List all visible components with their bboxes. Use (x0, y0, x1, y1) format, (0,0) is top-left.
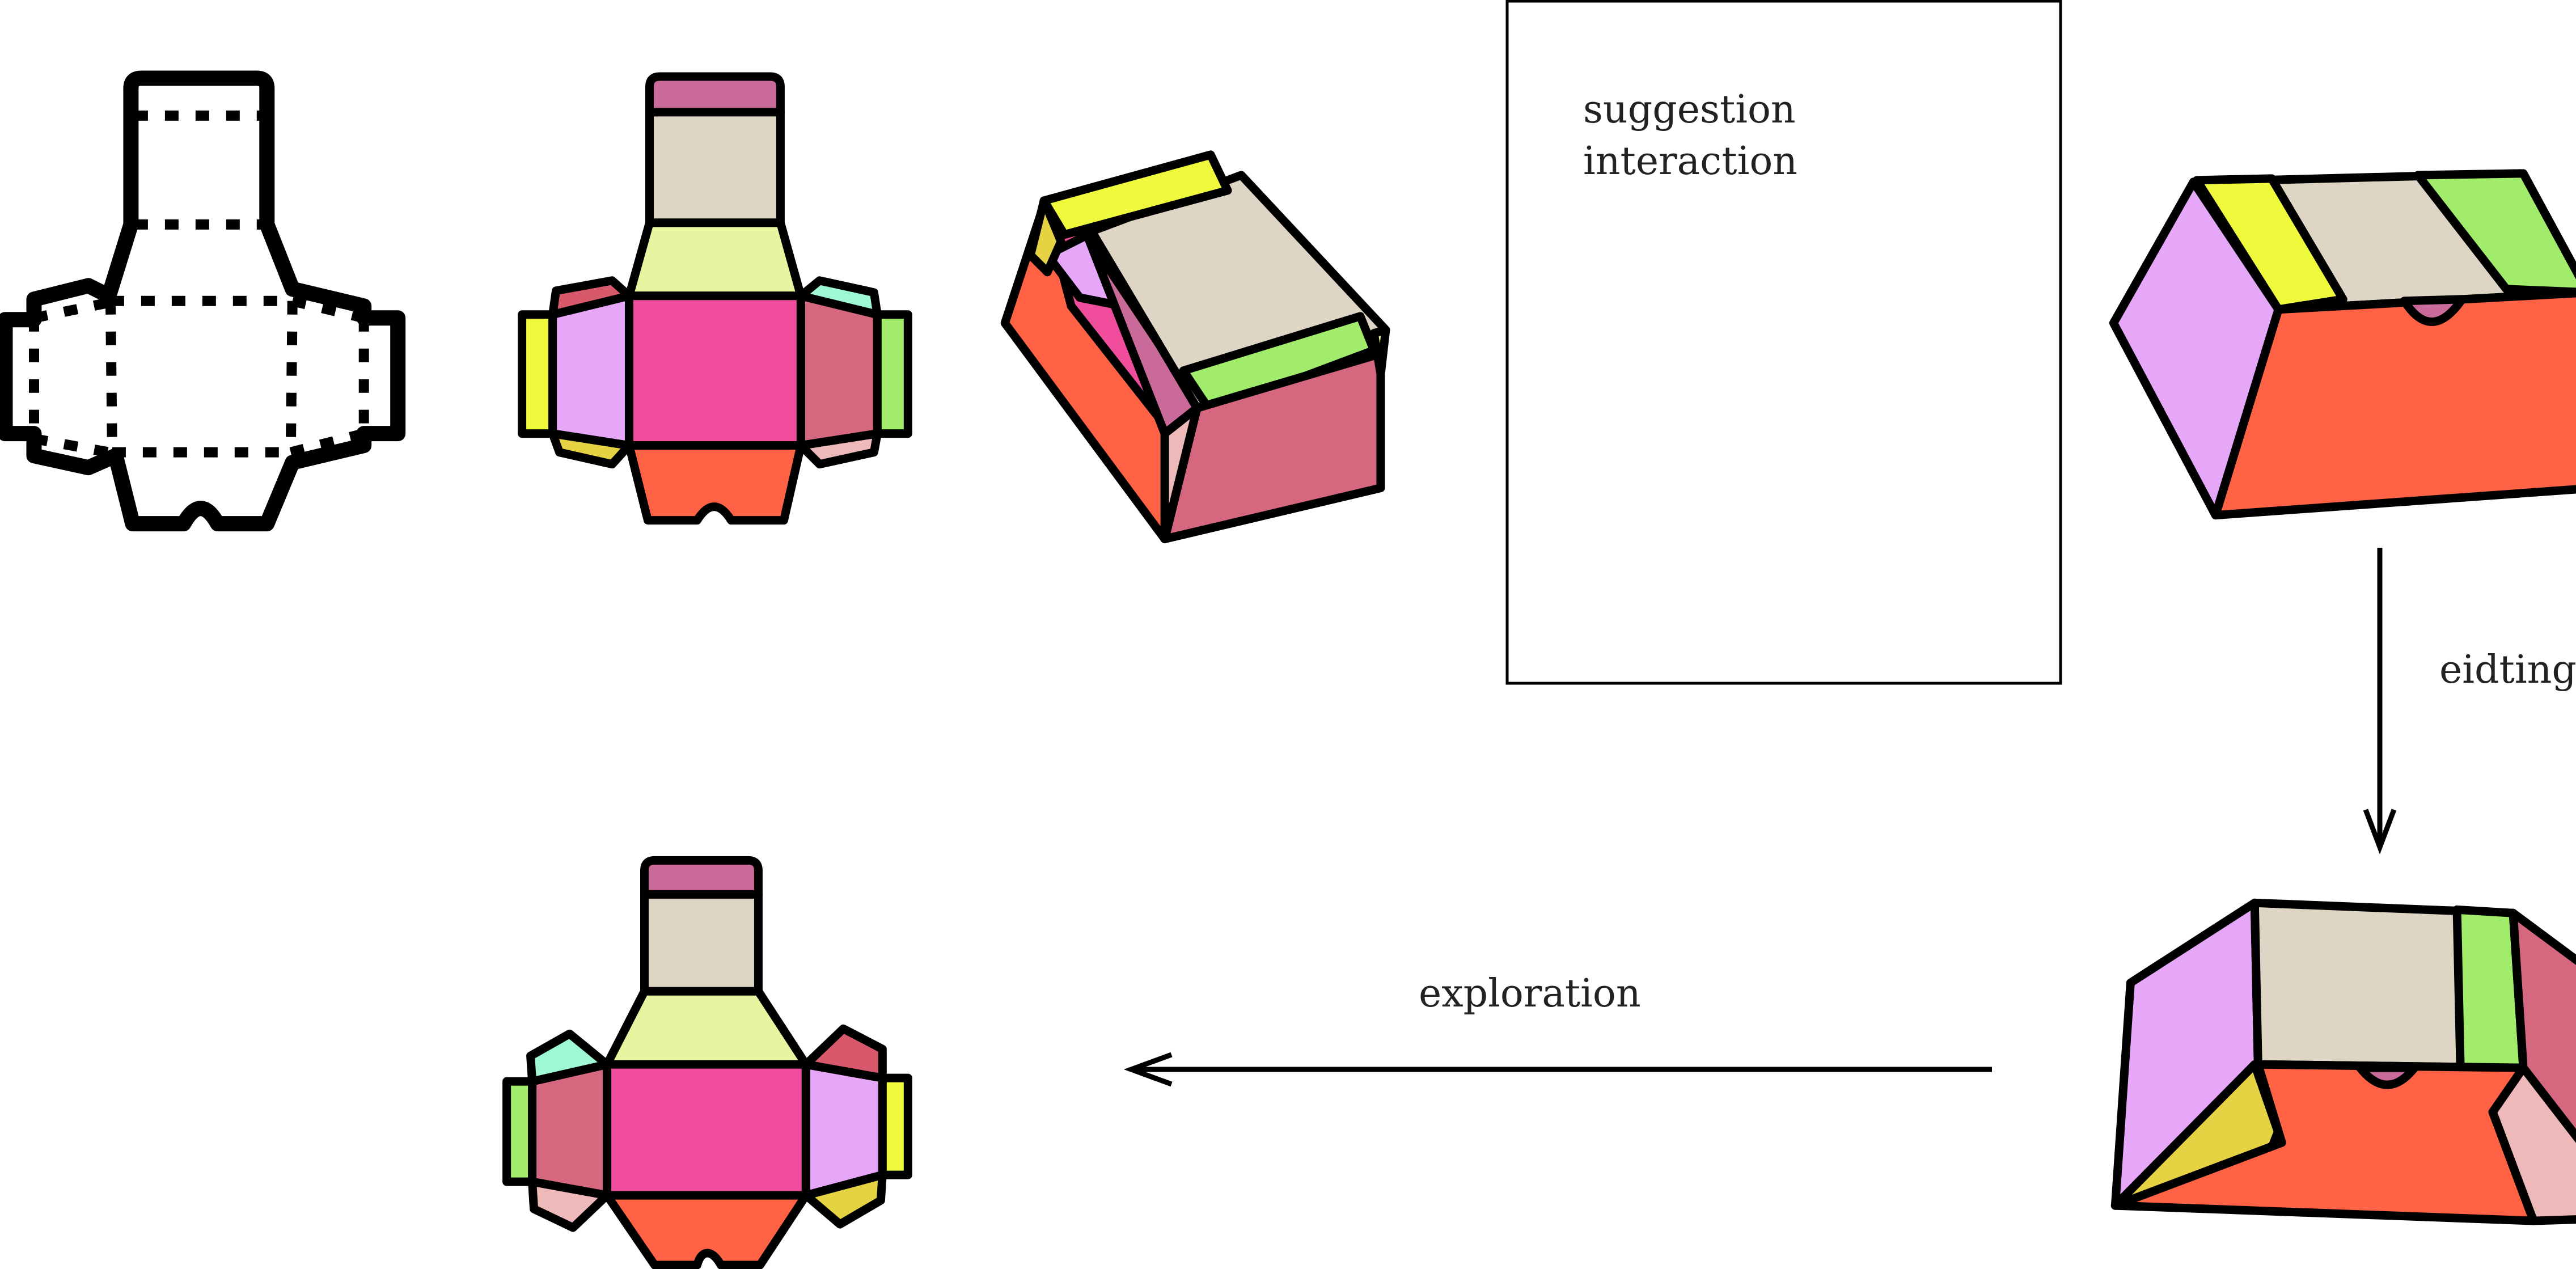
yellow-flap (2192, 174, 2347, 314)
box-3d-top-right (2109, 169, 2576, 520)
interaction-label: interaction (1583, 139, 1797, 184)
editing-label: eidting (2439, 648, 2576, 692)
left-lower-flap (528, 1177, 612, 1232)
bottom-panel (625, 441, 805, 525)
left-tab-3d (1026, 196, 1065, 277)
front-notch (2355, 1063, 2419, 1089)
arrow-left-icon (1123, 1052, 1992, 1087)
folded-box-3d (1000, 150, 1390, 544)
top-tab (645, 72, 785, 117)
right-lower-flap (801, 1170, 887, 1229)
top-panel (645, 108, 785, 227)
top-trapezoid (625, 218, 805, 301)
top-panel (640, 890, 763, 996)
front-notch (2400, 295, 2467, 326)
dieline-outline (0, 70, 406, 532)
bottom-panel (603, 1191, 810, 1269)
top-trapezoid (603, 987, 810, 1069)
left-upper-flap (548, 276, 634, 319)
pink-corner (2488, 1063, 2576, 1225)
left-upper-flap (526, 1029, 612, 1086)
center-panel (625, 291, 805, 450)
right-panel (796, 291, 882, 450)
left-lower-flap (548, 429, 634, 469)
right-upper-flap (796, 276, 882, 319)
right-upper-flap (801, 1024, 887, 1082)
exploration-label: exploration (1419, 971, 1641, 1016)
suggestion-panel (1505, 0, 2062, 685)
box-3d-bottom-right (2110, 898, 2576, 1225)
right-tab (878, 1073, 912, 1179)
left-tab (502, 1077, 537, 1186)
left-panel (548, 291, 634, 450)
top-tab (640, 856, 763, 899)
suggestion-label: suggestion (1583, 87, 1796, 132)
center-panel (603, 1060, 810, 1200)
green-flap (2413, 169, 2576, 297)
explored-dieline (502, 856, 912, 1269)
lower-pink-flap (1160, 404, 1202, 544)
right-tab (873, 310, 912, 438)
left-panel (528, 1060, 612, 1200)
colored-dieline (518, 72, 912, 525)
right-lower-flap (796, 429, 882, 469)
right-edge-tab (1369, 325, 1390, 379)
front-face (2211, 289, 2576, 520)
top-flap-yellow (1039, 150, 1232, 239)
arrow-down-icon (2363, 548, 2397, 855)
right-side (2509, 908, 2576, 1143)
left-tab (518, 310, 557, 438)
